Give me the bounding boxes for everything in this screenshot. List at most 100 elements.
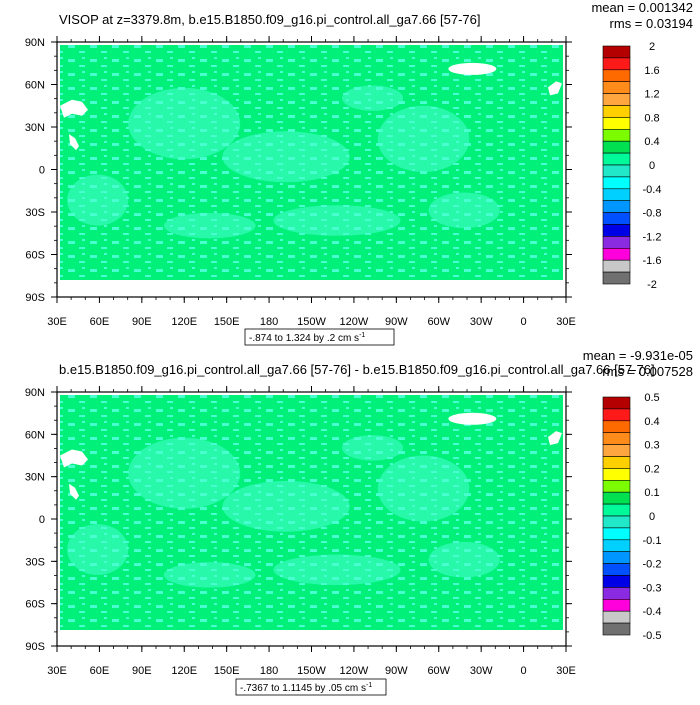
colorbar-swatch bbox=[602, 468, 631, 481]
contour-info-exponent: -1 bbox=[366, 682, 372, 689]
colorbar-label: 0.3 bbox=[644, 440, 659, 452]
lon-label: 30W bbox=[470, 316, 493, 328]
lon-label: 60E bbox=[90, 316, 110, 328]
colorbar-swatch bbox=[602, 563, 631, 576]
lon-label: 0 bbox=[521, 665, 527, 677]
caspian-mask bbox=[60, 449, 88, 468]
colorbar-swatch bbox=[602, 575, 631, 588]
lon-label: 90E bbox=[132, 665, 152, 677]
colorbar-swatch bbox=[602, 152, 631, 166]
white-sea-mask bbox=[548, 431, 562, 446]
lat-label: 90S bbox=[25, 641, 45, 653]
colorbar-label: -0.1 bbox=[643, 535, 662, 547]
contour-info-main: -.7367 to 1.1145 by .05 cm s bbox=[240, 683, 366, 694]
field-patch bbox=[222, 131, 350, 183]
colorbar-label: -0.4 bbox=[643, 606, 662, 618]
lon-label: 90E bbox=[132, 316, 152, 328]
lat-label: 60S bbox=[25, 599, 45, 611]
colorbar-swatch bbox=[602, 188, 631, 202]
colorbar-swatch bbox=[602, 444, 631, 457]
lon-label: 90W bbox=[385, 316, 408, 328]
lon-label: 30E bbox=[47, 316, 67, 328]
lon-label: 180 bbox=[260, 316, 278, 328]
field-patch bbox=[342, 435, 404, 461]
field-patch bbox=[273, 554, 401, 586]
field-patch bbox=[163, 212, 256, 239]
colorbar-swatch bbox=[602, 176, 631, 190]
field-patch bbox=[128, 437, 241, 509]
colorbar-swatch bbox=[602, 587, 631, 600]
lat-label: 0 bbox=[39, 165, 45, 177]
colorbar-swatch bbox=[602, 491, 631, 505]
contour-info-text: -.874 to 1.324 by .2 cm s-1 bbox=[249, 332, 365, 344]
colorbar-swatch bbox=[602, 129, 631, 142]
colorbar-label: -0.4 bbox=[643, 184, 662, 196]
lat-label: 60N bbox=[25, 80, 45, 92]
colorbar-swatch bbox=[602, 200, 631, 213]
colorbar-swatch bbox=[602, 81, 631, 94]
lat-label: 90N bbox=[25, 387, 45, 399]
colorbar: 0.5 0.4 0.3 0.2 0.1 0 -0.1 -0.2 -0.3 -0.4 -0.5 bbox=[602, 392, 662, 642]
antarctic-mask bbox=[57, 280, 566, 297]
colorbar-swatch bbox=[602, 224, 631, 237]
lon-label: 150W bbox=[297, 665, 326, 677]
lon-label: 30E bbox=[556, 316, 576, 328]
colorbar-swatch bbox=[602, 140, 631, 154]
field-patch bbox=[222, 480, 350, 532]
field-patch bbox=[342, 85, 404, 111]
lat-label: 0 bbox=[39, 514, 45, 526]
field-patch bbox=[428, 541, 500, 578]
contour-info-main: -.874 to 1.324 by .2 cm s bbox=[249, 333, 359, 344]
lon-label: 60W bbox=[427, 316, 450, 328]
field-patch bbox=[377, 105, 470, 173]
colorbar-label: 0.5 bbox=[644, 392, 659, 404]
colorbar-swatch bbox=[602, 117, 631, 130]
colorbar-swatch bbox=[602, 236, 631, 249]
colorbar-swatch bbox=[602, 503, 631, 517]
colorbar-swatch bbox=[602, 212, 631, 225]
lon-label: 90W bbox=[385, 665, 408, 677]
colorbar-swatch bbox=[602, 598, 631, 612]
colorbar-swatch bbox=[602, 271, 631, 285]
contour-info-text: -.7367 to 1.1145 by .05 cm s-1 bbox=[240, 682, 372, 694]
field-patch bbox=[163, 562, 256, 588]
colorbar-label: -0.2 bbox=[643, 559, 662, 571]
colorbar-label: -0.8 bbox=[643, 208, 662, 220]
colorbar-swatch bbox=[602, 408, 631, 422]
antarctic-mask bbox=[57, 630, 566, 646]
colorbar-swatch bbox=[602, 105, 631, 118]
colorbar-label: 0.4 bbox=[644, 416, 659, 428]
colorbar-swatch bbox=[602, 420, 631, 433]
lon-label: 120W bbox=[340, 316, 369, 328]
lon-label: 120W bbox=[340, 665, 369, 677]
caspian-mask bbox=[60, 99, 88, 118]
colorbar-label: 0.8 bbox=[644, 112, 659, 124]
contour-info-box bbox=[235, 678, 387, 696]
white-sea-mask bbox=[548, 81, 562, 96]
colorbar-swatch bbox=[602, 259, 631, 273]
colorbar-label: 2 bbox=[649, 41, 655, 53]
lat-label: 30N bbox=[25, 472, 45, 484]
colorbar-label: -0.5 bbox=[643, 630, 662, 642]
red-sea-mask bbox=[69, 134, 79, 151]
mean-value: mean = -9.931e-05 bbox=[583, 348, 693, 363]
colorbar-swatch bbox=[602, 57, 631, 71]
lon-label: 150W bbox=[297, 316, 326, 328]
colorbar-label: 1.2 bbox=[644, 89, 659, 101]
red-sea-mask bbox=[69, 483, 79, 500]
colorbar-swatch bbox=[602, 432, 631, 445]
colorbar-swatch bbox=[602, 45, 631, 59]
colorbar-swatch bbox=[602, 93, 631, 106]
lon-label: 120E bbox=[171, 665, 197, 677]
colorbar-swatch bbox=[602, 515, 631, 529]
lon-label: 30E bbox=[47, 665, 67, 677]
colorbar-swatch bbox=[602, 479, 631, 493]
colorbar-label: -0.3 bbox=[643, 582, 662, 594]
lon-label: 180 bbox=[260, 665, 278, 677]
field-patch bbox=[273, 205, 401, 236]
colorbar-swatch bbox=[602, 456, 631, 469]
lat-label: 30N bbox=[25, 122, 45, 134]
greenland-mask bbox=[448, 412, 497, 425]
